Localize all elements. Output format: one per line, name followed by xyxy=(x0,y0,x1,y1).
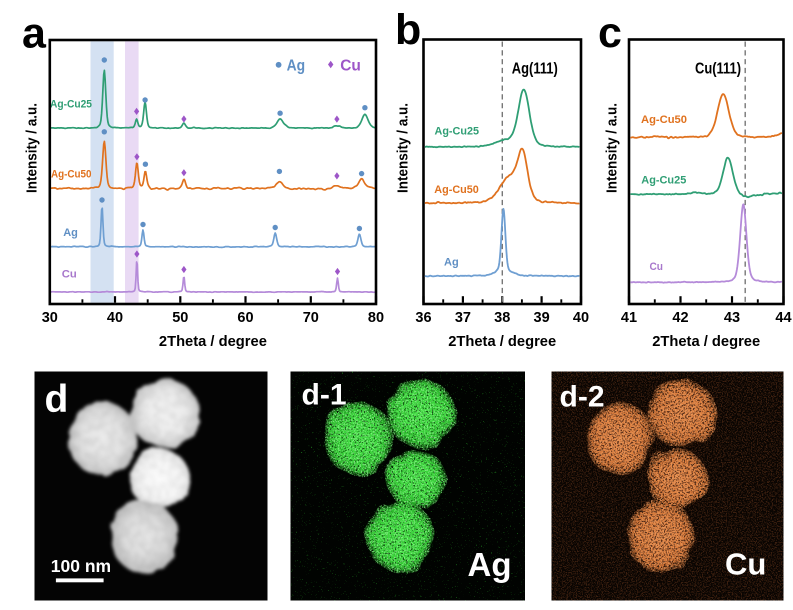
svg-text:c: c xyxy=(598,9,622,57)
svg-text:Ag-Cu25: Ag-Cu25 xyxy=(641,174,686,186)
svg-text:Ag(111): Ag(111) xyxy=(512,60,558,77)
svg-text:Ag-Cu25: Ag-Cu25 xyxy=(50,99,92,111)
svg-text:Cu: Cu xyxy=(62,269,77,281)
svg-text:60: 60 xyxy=(237,310,253,326)
svg-text:Ag: Ag xyxy=(468,546,512,583)
svg-text:38: 38 xyxy=(494,310,510,326)
svg-text:2Theta / degree: 2Theta / degree xyxy=(159,333,267,350)
svg-text:30: 30 xyxy=(42,310,58,326)
svg-text:Cu(111): Cu(111) xyxy=(695,61,741,78)
svg-text:Ag: Ag xyxy=(63,227,78,239)
svg-text:36: 36 xyxy=(415,310,431,326)
svg-text:40: 40 xyxy=(107,310,123,326)
svg-text:50: 50 xyxy=(172,310,188,326)
svg-text:Cu: Cu xyxy=(650,261,664,273)
svg-text:43: 43 xyxy=(724,310,740,326)
svg-text:Ag-Cu50: Ag-Cu50 xyxy=(641,114,687,126)
svg-text:40: 40 xyxy=(573,310,589,326)
svg-text:d-2: d-2 xyxy=(560,381,605,414)
svg-text:b: b xyxy=(395,6,421,54)
svg-text:2Theta / degree: 2Theta / degree xyxy=(652,333,760,350)
svg-text:Ag: Ag xyxy=(444,257,459,269)
svg-text:41: 41 xyxy=(621,310,637,326)
svg-text:100 nm: 100 nm xyxy=(51,556,111,576)
svg-text:d: d xyxy=(45,378,69,421)
svg-text:Intensity / a.u.: Intensity / a.u. xyxy=(395,103,412,193)
svg-text:70: 70 xyxy=(303,310,319,326)
svg-text:42: 42 xyxy=(672,310,688,326)
svg-text:Cu: Cu xyxy=(725,547,766,582)
svg-text:d-1: d-1 xyxy=(302,379,347,412)
svg-text:Intensity / a.u.: Intensity / a.u. xyxy=(604,103,621,193)
svg-text:Cu: Cu xyxy=(340,57,361,74)
svg-text:39: 39 xyxy=(534,310,550,326)
svg-text:80: 80 xyxy=(368,310,384,326)
svg-text:Ag: Ag xyxy=(287,57,306,74)
svg-text:2Theta / degree: 2Theta / degree xyxy=(448,333,556,350)
svg-text:a: a xyxy=(22,10,47,58)
svg-text:Ag-Cu50: Ag-Cu50 xyxy=(434,184,479,196)
svg-text:37: 37 xyxy=(455,310,471,326)
svg-text:Ag-Cu50: Ag-Cu50 xyxy=(51,168,92,180)
svg-text:44: 44 xyxy=(775,310,791,326)
svg-text:Ag-Cu25: Ag-Cu25 xyxy=(435,126,480,138)
svg-text:Intensity / a.u.: Intensity / a.u. xyxy=(24,103,41,193)
